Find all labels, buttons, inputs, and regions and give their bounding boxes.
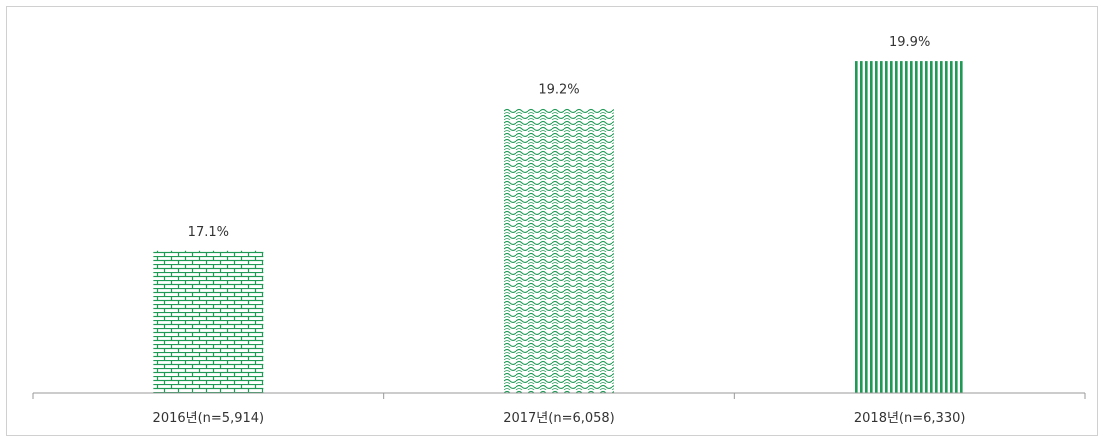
data-label-1: 19.2% — [538, 83, 579, 98]
data-label-2: 19.9% — [889, 35, 930, 50]
x-axis-ticks — [32, 393, 1086, 399]
bar-1 — [504, 108, 614, 394]
bar-2 — [854, 61, 965, 394]
bar-0 — [153, 250, 264, 393]
data-labels-group: 17.1% 19.2% 19.9% — [188, 35, 931, 240]
x-tick-label-2: 2018년(n=6,330) — [854, 411, 966, 426]
x-axis-tick-labels: 2016년(n=5,914) 2017년(n=6,058) 2018년(n=6,33… — [153, 411, 966, 426]
x-tick-label-0: 2016년(n=5,914) — [153, 411, 265, 426]
x-tick-label-1: 2017년(n=6,058) — [503, 411, 615, 426]
chart-border — [6, 6, 1098, 436]
data-label-0: 17.1% — [188, 225, 229, 240]
bars-group — [153, 61, 965, 394]
